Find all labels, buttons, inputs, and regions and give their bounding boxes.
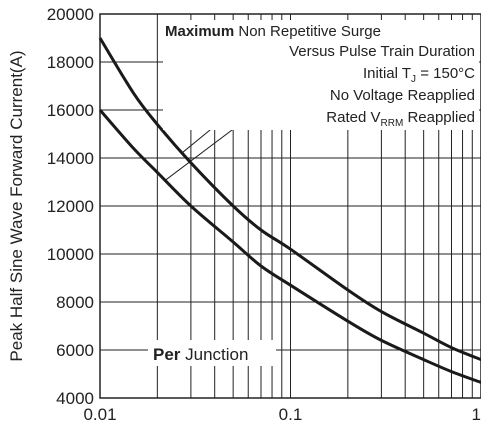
annotation-line-3-post: = 150°C: [416, 65, 475, 82]
y-tick-label: 10000: [47, 245, 94, 264]
y-tick-label: 12000: [47, 197, 94, 216]
x-tick-label: 0.01: [83, 405, 116, 424]
y-tick-labels: 4000 6000 8000 10000 12000 14000 16000 18000 200…: [47, 5, 94, 408]
y-tick-label: 20000: [47, 5, 94, 24]
x-tick-label: 1: [472, 405, 481, 424]
y-tick-label: 8000: [56, 293, 94, 312]
annotation-line-3-sub: J: [411, 74, 416, 85]
plot-frame: [99, 13, 481, 399]
annotation-line-5-sub: RRM: [381, 118, 404, 129]
junction-label-rest: Junction: [180, 345, 248, 364]
annotation-line-5-pre: Rated V: [326, 109, 380, 126]
junction-label-text: Per Junction: [153, 345, 248, 364]
data-curves: [98, 37, 481, 384]
junction-label-backdrop: [148, 340, 276, 366]
junction-label-bold: Per: [153, 345, 181, 364]
annotation-line-1: Maximum Non Repetitive Surge: [165, 23, 381, 40]
annotation-backdrop: [163, 20, 479, 130]
annotation-line-3: Initial TJ = 150°C: [363, 65, 475, 85]
annotation-line-4: No Voltage Reapplied: [330, 87, 475, 104]
annotation-block: Maximum Non Repetitive Surge Versus Puls…: [163, 20, 479, 130]
series-upper-curve: [98, 37, 481, 361]
annotation-line-1-bold: Maximum: [165, 23, 234, 40]
y-tick-label: 4000: [56, 389, 94, 408]
series-lower-curve: [98, 109, 481, 384]
y-tick-label: 18000: [47, 53, 94, 72]
y-tick-label: 6000: [56, 341, 94, 360]
y-tick-label: 14000: [47, 149, 94, 168]
annotation-line-2: Versus Pulse Train Duration: [289, 43, 475, 60]
y-tick-label: 16000: [47, 101, 94, 120]
junction-label: Per Junction: [148, 340, 276, 366]
leader-line-lower: [164, 123, 241, 181]
annotation-line-5-post: Reapplied: [403, 109, 475, 126]
x-tick-labels: 0.01 0.1 1: [83, 405, 481, 424]
annotation-line-3-pre: Initial T: [363, 65, 411, 82]
x-tick-label: 0.1: [279, 405, 303, 424]
y-axis-label: Peak Half Sine Wave Forward Current(A): [7, 50, 26, 361]
annotation-line-5: Rated VRRM Reapplied: [326, 109, 475, 129]
annotation-line-1-rest: Non Repetitive Surge: [234, 23, 381, 40]
